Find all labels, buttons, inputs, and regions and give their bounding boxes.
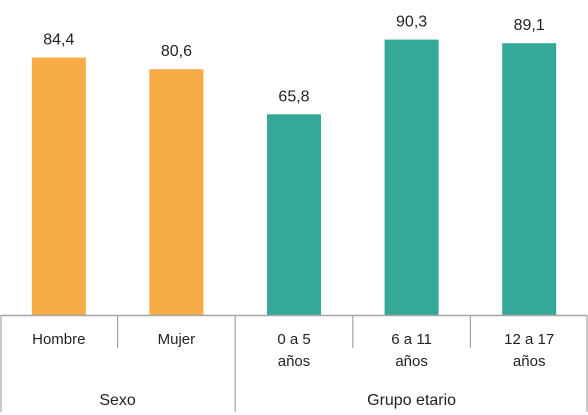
data-label: 89,1	[514, 17, 545, 34]
x-tick-label: Hombre	[32, 331, 85, 348]
bar-hombre	[31, 57, 86, 315]
x-tick-label: Mujer	[158, 331, 196, 348]
x-tick-label: 0 a 5 años	[277, 331, 310, 370]
data-label: 90,3	[396, 14, 427, 31]
data-label: 65,8	[278, 88, 309, 105]
x-tick-label: 6 a 11 años	[391, 331, 432, 370]
bar-0-a-5-años	[267, 114, 321, 315]
data-label: 80,6	[161, 43, 192, 60]
x-tick-label: 12 a 17 años	[504, 331, 554, 370]
bar-12-a-17-años	[502, 43, 557, 315]
group-label: Grupo etario	[367, 392, 456, 409]
data-label: 84,4	[43, 32, 74, 49]
group-label: Sexo	[99, 392, 136, 409]
bar-6-a-11-años	[384, 39, 439, 315]
bar-mujer	[149, 69, 204, 315]
